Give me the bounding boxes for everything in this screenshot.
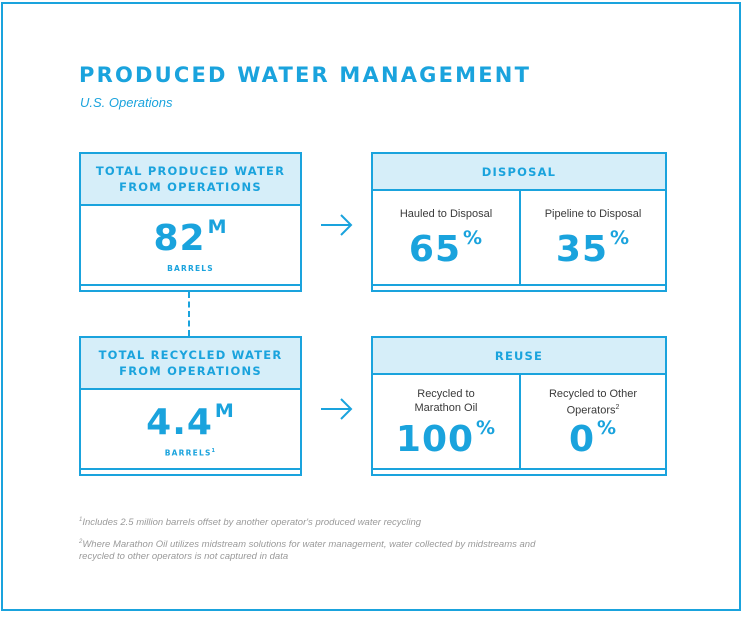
other-label-line1: Recycled to Other	[548, 388, 638, 400]
recycled-heading-line1: TOTAL RECYCLED WATER	[98, 348, 283, 362]
footnote-2-text: Where Marathon Oil utilizes midstream so…	[79, 539, 536, 563]
produced-barrels-label: BARRELS	[167, 264, 214, 273]
marathon-cell: Recycled to Marathon Oil 100%	[373, 373, 519, 468]
recycled-box-footer-line	[81, 468, 300, 470]
other-operators-cell: Recycled to Other Operators2 0%	[521, 373, 665, 468]
other-percent: %	[597, 417, 618, 439]
recycled-value-unit: M	[214, 400, 235, 422]
produced-box-footer-line	[81, 284, 300, 286]
produced-heading-line2: FROM OPERATIONS	[119, 180, 262, 194]
page-subtitle: U.S. Operations	[80, 95, 173, 110]
recycled-barrels-text: BARRELS	[164, 448, 212, 458]
footnote-1-text: Includes 2.5 million barrels offset by a…	[82, 517, 422, 529]
disposal-box: DISPOSAL Hauled to Disposal 65% Pipeline…	[371, 152, 667, 292]
page-title: PRODUCED WATER MANAGEMENT	[79, 63, 532, 87]
reuse-body: Recycled to Marathon Oil 100% Recycled t…	[373, 373, 665, 474]
footnote-1-marker: 1	[79, 517, 83, 523]
reuse-box-footer-line	[373, 468, 665, 470]
hauled-percent: %	[463, 227, 484, 249]
footnote-2: 2Where Marathon Oil utilizes midstream s…	[79, 536, 539, 563]
recycled-heading-line2: FROM OPERATIONS	[119, 364, 262, 378]
produced-value-unit: M	[207, 216, 228, 238]
right-arrow-icon	[321, 214, 353, 236]
produced-value: 82 M	[81, 216, 300, 259]
disposal-body: Hauled to Disposal 65% Pipeline to Dispo…	[373, 189, 665, 290]
produced-value-number: 82	[153, 218, 206, 259]
produced-water-heading: TOTAL PRODUCED WATER FROM OPERATIONS	[81, 154, 300, 206]
pipeline-value: 35%	[521, 227, 665, 270]
pipeline-value-number: 35	[555, 229, 609, 270]
marathon-label-line2: Marathon Oil	[414, 402, 478, 414]
footnote-2-marker: 2	[79, 539, 83, 545]
other-label-line2: Operators	[566, 404, 616, 417]
produced-heading-line1: TOTAL PRODUCED WATER	[95, 164, 286, 178]
pipeline-percent: %	[610, 227, 631, 249]
recycled-water-box: TOTAL RECYCLED WATER FROM OPERATIONS 4.4…	[79, 336, 302, 476]
reuse-divider	[519, 373, 521, 468]
recycled-water-heading: TOTAL RECYCLED WATER FROM OPERATIONS	[81, 338, 300, 390]
marathon-value-number: 100	[395, 419, 475, 460]
marathon-label: Recycled to Marathon Oil	[373, 387, 519, 415]
recycled-value: 4.4 M	[81, 400, 300, 443]
outer-frame	[1, 2, 741, 611]
hauled-value: 65%	[373, 227, 519, 270]
recycled-value-number: 4.4	[146, 402, 213, 443]
produced-water-box: TOTAL PRODUCED WATER FROM OPERATIONS 82 M…	[79, 152, 302, 292]
dashed-connector	[188, 292, 190, 336]
disposal-heading: DISPOSAL	[373, 154, 665, 191]
disposal-box-footer-line	[373, 284, 665, 286]
recycled-footnote-marker: 1	[211, 448, 217, 454]
footnote-1: 1Includes 2.5 million barrels offset by …	[79, 514, 539, 529]
reuse-box: REUSE Recycled to Marathon Oil 100% Recy…	[371, 336, 667, 476]
hauled-value-number: 65	[408, 229, 462, 270]
pipeline-cell: Pipeline to Disposal 35%	[521, 189, 665, 284]
disposal-divider	[519, 189, 521, 284]
other-footnote-marker: 2	[615, 404, 620, 411]
other-value-number: 0	[568, 419, 595, 460]
marathon-percent: %	[476, 417, 497, 439]
right-arrow-icon	[321, 398, 353, 420]
hauled-cell: Hauled to Disposal 65%	[373, 189, 519, 284]
recycled-barrels-label: BARRELS1	[81, 448, 300, 458]
hauled-label: Hauled to Disposal	[399, 208, 493, 220]
other-operators-value: 0%	[521, 417, 665, 460]
marathon-value: 100%	[373, 417, 519, 460]
pipeline-label: Pipeline to Disposal	[544, 208, 642, 220]
other-operators-label: Recycled to Other Operators2	[521, 387, 665, 418]
marathon-label-line1: Recycled to	[417, 388, 475, 400]
reuse-heading: REUSE	[373, 338, 665, 375]
